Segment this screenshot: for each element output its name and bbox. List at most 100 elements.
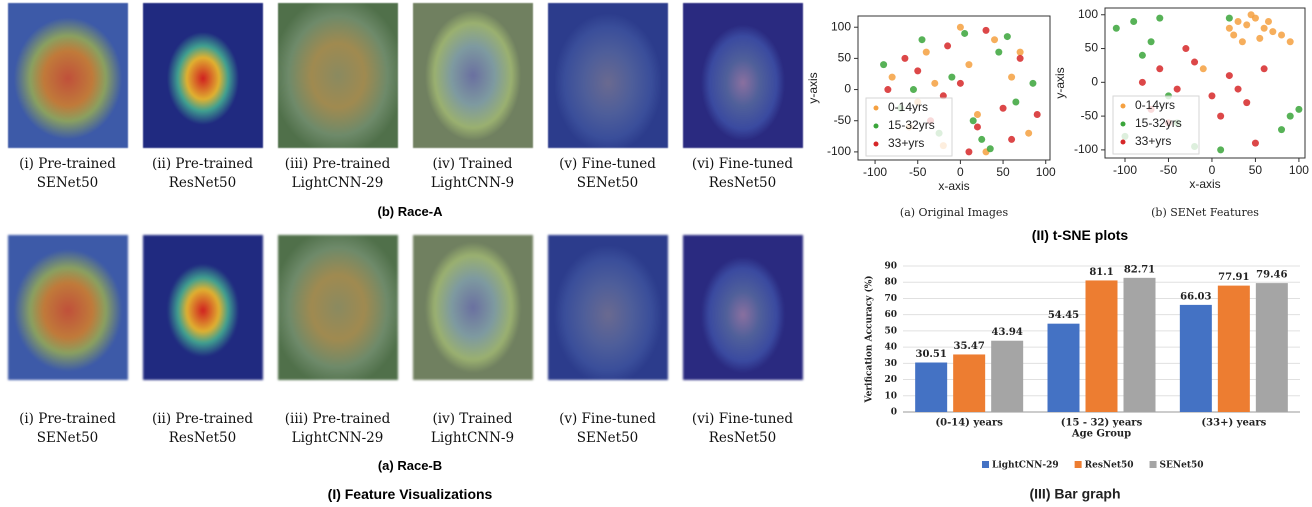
x-axis-label: x-axis xyxy=(1189,177,1220,191)
y-tick-label: 10 xyxy=(884,391,897,401)
scatter-point xyxy=(931,80,938,87)
image-caption: (vi) Fine-tuned xyxy=(675,410,810,429)
scatter-point xyxy=(1156,15,1163,22)
chart-caption: (b) SENet Features xyxy=(1151,206,1259,219)
scatter-point xyxy=(1008,136,1015,143)
heatmap-image xyxy=(413,3,533,148)
scatter-point xyxy=(1156,65,1163,72)
y-tick-label: -100 xyxy=(827,144,851,158)
y-tick-label: -50 xyxy=(1081,108,1099,122)
image-caption: LightCNN-9 xyxy=(405,174,540,193)
scatter-point xyxy=(965,61,972,68)
heatmap-image xyxy=(143,3,263,148)
scatter-point xyxy=(957,24,964,31)
legend-marker xyxy=(874,142,879,147)
x-tick-label: -100 xyxy=(1113,163,1137,177)
x-tick-label: 100 xyxy=(1036,165,1056,179)
image-caption: (iii) Pre-trained xyxy=(270,410,405,429)
scatter-point xyxy=(948,74,955,81)
x-axis-label: Age Group xyxy=(1071,429,1131,440)
scatter-point xyxy=(1235,86,1242,93)
scatter-point xyxy=(983,27,990,34)
scatter-point xyxy=(1008,74,1015,81)
y-axis-label: y-axis xyxy=(1053,67,1067,98)
y-tick-label: -50 xyxy=(834,113,852,127)
image-caption: (i) Pre-trained xyxy=(0,410,135,429)
scatter-point xyxy=(1139,52,1146,59)
scatter-point xyxy=(923,49,930,56)
scatter-point xyxy=(1235,18,1242,25)
scatter-point xyxy=(1278,126,1285,133)
legend-marker xyxy=(1075,461,1082,468)
image-caption: LightCNN-9 xyxy=(405,429,540,448)
scatter-point xyxy=(1130,18,1137,25)
heatmap-image xyxy=(278,3,398,148)
scatter-point xyxy=(1017,55,1024,62)
legend-marker xyxy=(1121,104,1126,109)
legend-marker xyxy=(874,124,879,129)
data-label: 82.71 xyxy=(1124,264,1155,275)
group-title: (a) Race-B xyxy=(0,458,820,473)
heatmap-image xyxy=(8,3,128,148)
scatter-point xyxy=(1000,105,1007,112)
scatter-point xyxy=(1248,11,1255,18)
image-caption: SENet50 xyxy=(0,174,135,193)
y-tick-label: 0 xyxy=(844,82,851,96)
image-caption: (v) Fine-tuned xyxy=(540,155,675,174)
y-tick-label: 100 xyxy=(1078,7,1098,21)
scatter-point xyxy=(1295,106,1302,113)
scatter-point xyxy=(1230,32,1237,39)
scatter-point xyxy=(919,36,926,43)
x-axis-label: x-axis xyxy=(938,179,969,193)
y-tick-label: 50 xyxy=(838,51,852,65)
image-caption: LightCNN-29 xyxy=(270,174,405,193)
image-caption: SENet50 xyxy=(540,429,675,448)
legend-marker xyxy=(1121,122,1126,127)
scatter-point xyxy=(965,148,972,155)
scatter-point xyxy=(1113,25,1120,32)
scatter-point xyxy=(974,111,981,118)
heatmap-image xyxy=(278,235,398,380)
data-label: 30.51 xyxy=(916,349,947,360)
legend-marker xyxy=(1121,140,1126,145)
heatmap-image xyxy=(683,235,803,380)
heatmap-image xyxy=(8,235,128,380)
y-axis-label: y-axis xyxy=(806,72,820,103)
scatter-point xyxy=(1208,92,1215,99)
scatter-point xyxy=(987,145,994,152)
scatter-point xyxy=(901,55,908,62)
scatter-point xyxy=(1004,33,1011,40)
scatter-point xyxy=(1148,38,1155,45)
bar xyxy=(991,341,1023,412)
scatter-point xyxy=(1217,146,1224,153)
data-label: 43.94 xyxy=(992,327,1023,338)
legend-label: 0-14yrs xyxy=(1135,98,1175,112)
scatter-point xyxy=(1287,38,1294,45)
legend-label: 33+yrs xyxy=(888,136,924,150)
legend-marker xyxy=(982,461,989,468)
scatter-point xyxy=(1139,79,1146,86)
x-tick-label: 50 xyxy=(996,165,1010,179)
data-label: 81.1 xyxy=(1089,267,1113,278)
y-tick-label: 90 xyxy=(884,262,897,272)
scatter-point xyxy=(1012,99,1019,106)
x-tick-label: -50 xyxy=(909,165,927,179)
x-tick-label: 0 xyxy=(1209,163,1216,177)
y-tick-label: 80 xyxy=(884,278,897,288)
scatter-point xyxy=(1252,140,1259,147)
scatter-point xyxy=(1226,25,1233,32)
scatter-point xyxy=(1265,18,1272,25)
scatter-point xyxy=(978,136,985,143)
scatter-point xyxy=(1226,15,1233,22)
scatter-point xyxy=(1191,59,1198,66)
scatter-point xyxy=(1243,21,1250,28)
y-tick-label: 70 xyxy=(884,294,897,304)
legend-label: 15-32yrs xyxy=(888,118,935,132)
heatmap-image xyxy=(143,235,263,380)
x-tick-label: (0-14) years xyxy=(935,418,1003,429)
scatter-point xyxy=(961,30,968,37)
x-tick-label: -100 xyxy=(863,165,887,179)
scatter-point xyxy=(1029,80,1036,87)
y-tick-label: 100 xyxy=(831,19,851,33)
image-caption: (iv) Trained xyxy=(405,155,540,174)
